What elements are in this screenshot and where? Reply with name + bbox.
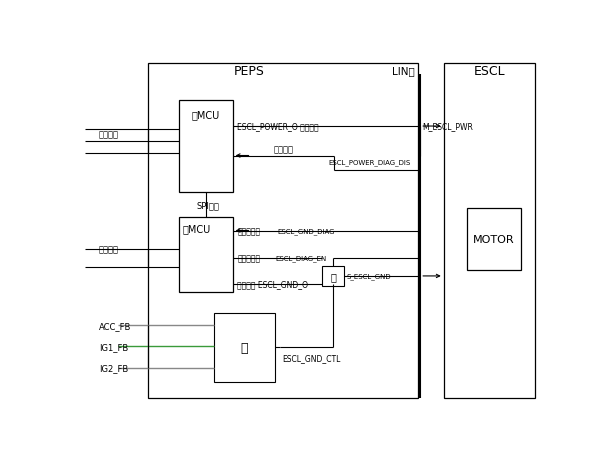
Text: PEPS: PEPS bbox=[234, 65, 264, 78]
Text: 或: 或 bbox=[330, 271, 336, 281]
Text: 地诊断反馈: 地诊断反馈 bbox=[237, 227, 261, 235]
Text: ESCL: ESCL bbox=[473, 65, 505, 78]
Bar bbox=[179, 218, 233, 292]
Text: M_ESCL_PWR: M_ESCL_PWR bbox=[422, 122, 474, 131]
Text: SPI通信: SPI通信 bbox=[197, 201, 220, 210]
Bar bbox=[179, 101, 233, 193]
Text: 供地输出 ESCL_GND_O: 供地输出 ESCL_GND_O bbox=[237, 280, 309, 289]
Text: 总线车速: 总线车速 bbox=[99, 130, 119, 139]
Text: 辅MCU: 辅MCU bbox=[183, 224, 211, 234]
Text: ESCL_DIAG_EN: ESCL_DIAG_EN bbox=[275, 255, 326, 262]
Text: ESCL_GND_CTL: ESCL_GND_CTL bbox=[282, 353, 340, 363]
Text: ESCL_POWER_DIAG_DIS: ESCL_POWER_DIAG_DIS bbox=[329, 159, 411, 166]
Bar bbox=[148, 64, 418, 398]
Text: MOTOR: MOTOR bbox=[473, 235, 515, 245]
Text: ESCL_POWER_O 供电输出: ESCL_POWER_O 供电输出 bbox=[237, 122, 319, 131]
Text: S_ESCL_GND: S_ESCL_GND bbox=[347, 273, 391, 280]
Bar bbox=[322, 266, 344, 286]
Text: 电源诊断: 电源诊断 bbox=[273, 146, 293, 154]
Text: ACC_FB: ACC_FB bbox=[99, 321, 131, 330]
Bar bbox=[214, 313, 275, 382]
Text: 主MCU: 主MCU bbox=[192, 110, 220, 120]
Text: 或: 或 bbox=[241, 341, 248, 354]
Text: ESCL_GND_DIAG: ESCL_GND_DIAG bbox=[277, 228, 335, 235]
Text: IG1_FB: IG1_FB bbox=[99, 342, 128, 351]
Text: 地诊断输出: 地诊断输出 bbox=[237, 254, 261, 263]
Bar bbox=[443, 64, 535, 398]
Text: 硬线转速: 硬线转速 bbox=[99, 245, 119, 254]
Text: IG2_FB: IG2_FB bbox=[99, 364, 128, 372]
Bar bbox=[467, 209, 521, 271]
Text: LIN线: LIN线 bbox=[391, 66, 414, 76]
